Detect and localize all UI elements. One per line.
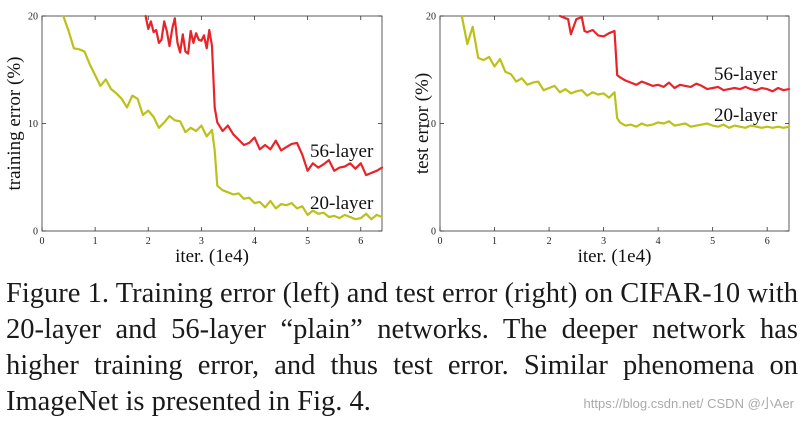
right-x-tick-label: 2 <box>547 236 552 247</box>
left-x-tick-label: 3 <box>199 236 204 247</box>
training-error-plot: 0 1 2 3 4 5 6 0 10 20 iter. (1e4) training error (%… <box>4 12 384 267</box>
left-x-tick-label: 6 <box>358 236 363 247</box>
right-series-20-layer <box>460 14 791 129</box>
right-x-axis-label: iter. (1e4) <box>578 246 652 267</box>
left-x-tick-label: 4 <box>252 236 257 247</box>
right-x-tick-label: 4 <box>656 236 661 247</box>
left-annotation-56-layer: 56-layer <box>310 141 374 162</box>
left-series-56-layer <box>144 14 384 177</box>
left-x-tick-label: 1 <box>93 236 98 247</box>
left-x-axis-label: iter. (1e4) <box>175 246 249 267</box>
left-x-tick-label: 0 <box>40 236 45 247</box>
left-x-tick-label: 5 <box>305 236 310 247</box>
right-y-tick-label: 0 <box>431 227 436 238</box>
left-y-tick-label: 20 <box>28 12 38 23</box>
right-series-56-layer <box>558 14 791 93</box>
right-x-tick-label: 5 <box>710 236 715 247</box>
right-y-tick-label: 20 <box>426 12 436 23</box>
left-y-axis-label: training error (%) <box>4 57 25 191</box>
left-series-20-layer <box>62 14 384 221</box>
right-y-axis-label: test error (%) <box>412 73 433 174</box>
test-error-plot: 0 1 2 3 4 5 6 0 10 20 iter. (1e4) test error (%) 56-… <box>412 12 791 267</box>
watermark: https://blog.csdn.net/ CSDN @小Aer <box>583 396 794 411</box>
figure-caption: Figure 1. Training error (left) and test… <box>6 278 798 417</box>
left-y-tick-label: 0 <box>33 227 38 238</box>
right-y-tick-label: 10 <box>426 119 436 130</box>
right-x-tick-label: 6 <box>765 236 770 247</box>
right-annotation-56-layer: 56-layer <box>714 64 778 85</box>
left-x-tick-label: 2 <box>146 236 151 247</box>
left-annotation-20-layer: 20-layer <box>310 193 374 214</box>
left-y-tick-label: 10 <box>28 119 38 130</box>
right-x-tick-label: 3 <box>601 236 606 247</box>
right-x-tick-label: 0 <box>438 236 443 247</box>
right-annotation-20-layer: 20-layer <box>714 105 778 126</box>
right-x-tick-label: 1 <box>492 236 497 247</box>
